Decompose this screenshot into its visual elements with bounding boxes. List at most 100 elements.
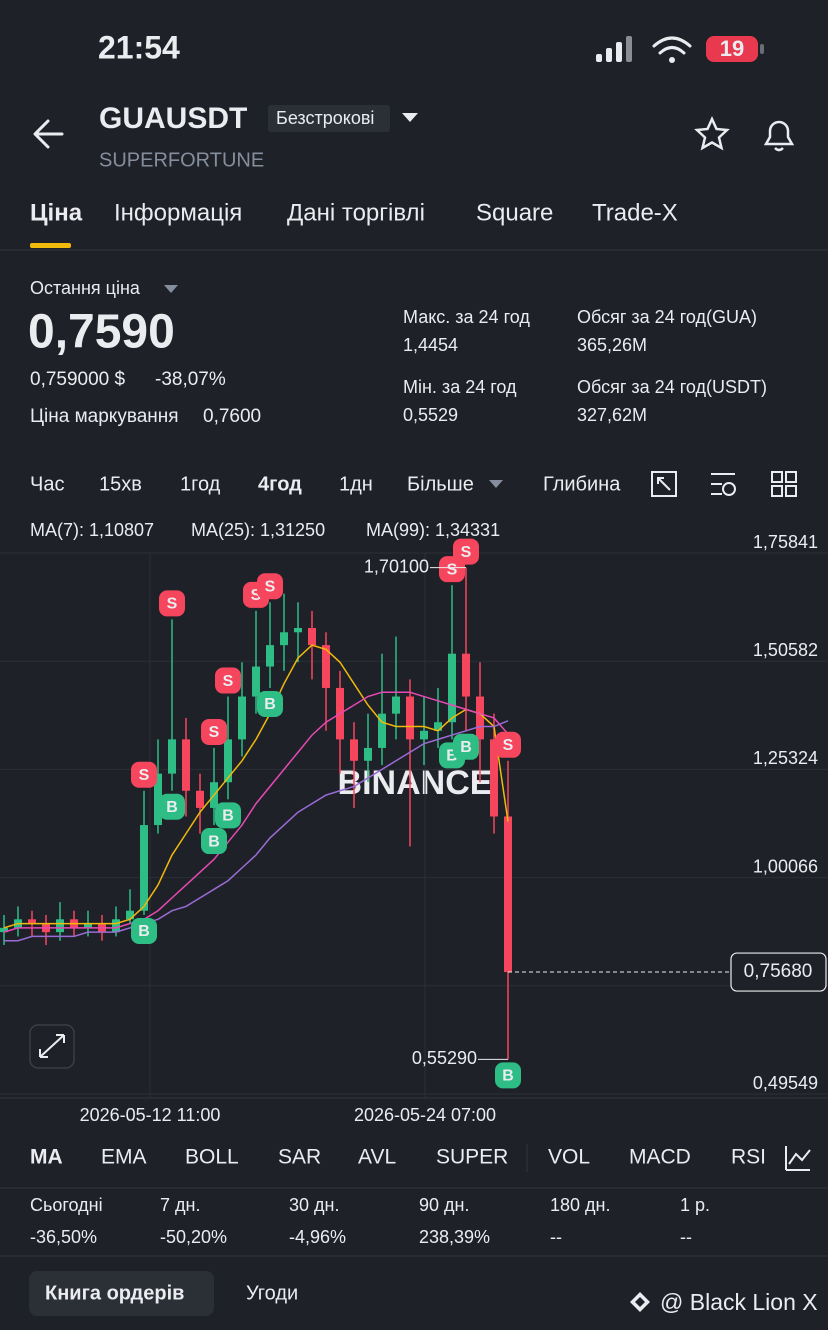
interval[interactable]: 4год — [258, 473, 302, 495]
tab[interactable]: Square — [476, 199, 553, 226]
contract-badge[interactable]: Безстрокові — [276, 108, 374, 128]
candle-body — [448, 653, 456, 723]
wifi-icon — [652, 36, 692, 63]
signal-label: S — [209, 724, 220, 741]
indicator-tab[interactable]: MA — [30, 1146, 63, 1169]
candle-body — [476, 696, 484, 740]
candle-body — [84, 923, 92, 928]
signal-label: B — [208, 833, 220, 850]
battery — [706, 36, 758, 62]
candle-body — [238, 696, 246, 740]
favorite-button[interactable] — [694, 115, 730, 151]
signal-marker — [257, 573, 283, 600]
period-label: 30 дн. — [289, 1195, 339, 1215]
indicator-tab[interactable]: BOLL — [185, 1146, 239, 1169]
tab-indicator — [30, 243, 71, 248]
signal-label: S — [447, 561, 458, 578]
candle-body — [182, 739, 190, 791]
indicator-tab[interactable]: SUPER — [436, 1146, 508, 1169]
period-label: 180 дн. — [550, 1195, 610, 1215]
current-price-label: 0,75680 — [744, 961, 813, 982]
signal-label: B — [446, 748, 458, 765]
candle-body — [280, 632, 288, 646]
usd-price: 0,759000 $ — [30, 369, 126, 390]
back-button[interactable] — [33, 119, 64, 149]
ma-label: MA(99): 1,34331 — [366, 520, 500, 540]
more-dropdown[interactable] — [489, 480, 503, 488]
stat-value: 365,26M — [577, 335, 647, 355]
candle-body — [196, 790, 204, 808]
signal-marker — [495, 1062, 521, 1089]
candle-body — [462, 653, 470, 697]
indicator-tab[interactable]: AVL — [358, 1146, 396, 1169]
period-label: 90 дн. — [419, 1195, 469, 1215]
candle-body — [434, 722, 442, 731]
candle-body — [420, 730, 428, 740]
signal-marker — [201, 828, 227, 855]
tab[interactable]: Інформація — [114, 199, 242, 226]
period-label: Сьогодні — [30, 1195, 103, 1215]
signal-icon — [596, 36, 632, 62]
indicator-tab[interactable]: EMA — [101, 1146, 147, 1169]
interval[interactable]: 1дн — [339, 473, 373, 495]
indicator-tab[interactable]: RSI — [731, 1146, 766, 1169]
candle-body — [0, 927, 8, 933]
high-label: 1,70100 — [364, 556, 429, 576]
signal-marker — [215, 667, 241, 694]
indicator-settings[interactable] — [785, 1146, 811, 1171]
signal-label: B — [222, 808, 234, 825]
signal-marker — [131, 761, 157, 788]
price-change: -38,07% — [155, 369, 226, 390]
period-change: -4,96% — [289, 1227, 346, 1247]
signal-marker — [201, 718, 227, 745]
price-type-dropdown[interactable] — [164, 285, 178, 293]
bottom-tab[interactable]: Угоди — [246, 1282, 298, 1304]
candle-body — [490, 739, 498, 817]
candle-body — [112, 919, 120, 933]
signal-label: S — [503, 737, 514, 754]
y-tick-label: 1,00066 — [753, 856, 818, 876]
indicator-tab[interactable]: SAR — [278, 1146, 321, 1169]
price-label: Остання ціна — [30, 278, 141, 298]
candle-body — [364, 747, 372, 761]
bottom-tab[interactable]: Книга ордерів — [45, 1282, 184, 1304]
signal-marker — [453, 733, 479, 760]
interval[interactable]: 1год — [180, 473, 221, 495]
interval[interactable]: 15хв — [99, 473, 142, 495]
symbol-dropdown[interactable] — [402, 113, 418, 122]
y-tick-label: 1,75841 — [753, 532, 818, 552]
last-price: 0,7590 — [28, 306, 175, 359]
signal-marker — [453, 538, 479, 565]
tab[interactable]: Trade-X — [592, 199, 678, 226]
candle-body — [168, 739, 176, 774]
tab[interactable]: Ціна — [30, 199, 83, 226]
interval[interactable]: Більше — [407, 473, 474, 495]
indicator-tab[interactable]: MACD — [629, 1146, 691, 1169]
battery-cap — [760, 44, 764, 54]
interval[interactable]: Час — [30, 473, 64, 495]
mark-price: 0,7600 — [203, 406, 261, 427]
candle-body — [406, 696, 414, 740]
stat-value: 1,4454 — [403, 335, 458, 355]
chart-settings-icons[interactable] — [651, 471, 797, 497]
indicator-tab[interactable]: VOL — [548, 1146, 590, 1169]
tab[interactable]: Дані торгівлі — [287, 199, 425, 226]
ma-line — [4, 720, 509, 942]
interval[interactable]: Глибина — [543, 473, 621, 495]
watermark: @ Black Lion X — [660, 1289, 818, 1315]
clock: 21:54 — [98, 29, 180, 65]
candle-body — [350, 739, 358, 761]
stat-label: Макс. за 24 год — [403, 307, 530, 327]
alert-button[interactable] — [763, 120, 795, 152]
stat-label: Мін. за 24 год — [403, 377, 517, 397]
period-change: -36,50% — [30, 1227, 97, 1247]
signal-marker — [131, 918, 157, 945]
candle-body — [378, 713, 386, 748]
badge-bg — [268, 105, 390, 132]
signal-label: B — [138, 923, 150, 940]
signal-label: S — [167, 596, 178, 613]
candle-body — [504, 816, 512, 973]
stat-value: 0,5529 — [403, 405, 458, 425]
